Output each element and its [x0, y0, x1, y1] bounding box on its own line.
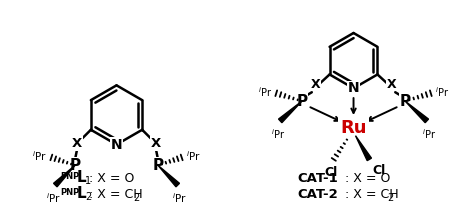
Text: : X = O: : X = O	[89, 172, 134, 185]
Text: Cl: Cl	[373, 164, 386, 177]
Text: X: X	[72, 137, 82, 150]
Text: CAT-1: CAT-1	[297, 172, 338, 185]
Polygon shape	[158, 165, 180, 187]
Text: P: P	[70, 158, 81, 173]
Text: : X = CH: : X = CH	[89, 188, 143, 201]
Text: 2: 2	[85, 192, 91, 202]
Text: P: P	[400, 94, 410, 109]
Text: $^{i}$Pr: $^{i}$Pr	[172, 191, 187, 205]
Text: X: X	[311, 78, 320, 91]
Text: Cl: Cl	[324, 166, 337, 179]
Polygon shape	[54, 165, 75, 187]
Text: $^{i}$Pr: $^{i}$Pr	[422, 127, 436, 141]
Text: P: P	[153, 158, 164, 173]
Text: : X = CH: : X = CH	[341, 188, 398, 201]
Text: L: L	[77, 186, 87, 201]
Text: N: N	[348, 81, 359, 95]
Text: $^{i}$Pr: $^{i}$Pr	[271, 127, 285, 141]
Text: CAT-2: CAT-2	[297, 188, 338, 201]
Text: $^{i}$Pr: $^{i}$Pr	[32, 150, 47, 163]
Text: L: L	[77, 170, 87, 185]
Text: $^{i}$Pr: $^{i}$Pr	[46, 191, 61, 205]
Text: X: X	[386, 78, 396, 91]
Polygon shape	[356, 136, 372, 161]
Text: $^{i}$Pr: $^{i}$Pr	[186, 150, 201, 163]
Text: 2: 2	[133, 193, 139, 203]
Text: 1: 1	[85, 176, 91, 186]
Polygon shape	[279, 101, 302, 123]
Text: $^{i}$Pr: $^{i}$Pr	[258, 85, 272, 99]
Text: X: X	[151, 137, 161, 150]
Polygon shape	[405, 101, 428, 123]
Text: 2: 2	[387, 193, 393, 203]
Text: $^{i}$Pr: $^{i}$Pr	[435, 85, 449, 99]
Text: Ru: Ru	[340, 119, 367, 137]
Text: N: N	[111, 138, 122, 152]
Text: P: P	[296, 94, 308, 109]
Text: PNP: PNP	[60, 188, 80, 197]
Text: : X = O: : X = O	[341, 172, 390, 185]
Text: PNP: PNP	[60, 172, 80, 181]
